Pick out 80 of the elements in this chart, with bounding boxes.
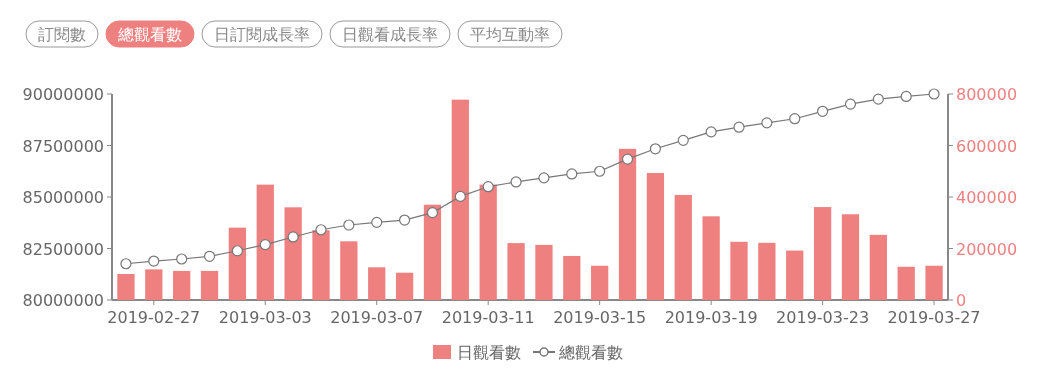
bar bbox=[312, 230, 330, 300]
point bbox=[426, 207, 439, 219]
point bbox=[594, 165, 606, 177]
bar bbox=[479, 184, 497, 300]
point bbox=[566, 168, 578, 180]
bar bbox=[117, 273, 135, 300]
bar bbox=[535, 244, 553, 300]
y2-tick-label: 0 bbox=[956, 291, 967, 310]
legend-label: 日觀看數 bbox=[457, 343, 521, 362]
point bbox=[928, 88, 940, 100]
point bbox=[203, 250, 216, 262]
bar bbox=[451, 99, 469, 300]
point bbox=[120, 258, 132, 270]
bar bbox=[925, 265, 943, 300]
y-tick-label: 87500000 bbox=[22, 136, 104, 156]
bar bbox=[173, 270, 191, 300]
x-tick-label: 2019-03-23 bbox=[776, 308, 870, 327]
y2-tick-label: 200000 bbox=[956, 239, 1018, 259]
point bbox=[733, 121, 745, 133]
point bbox=[231, 245, 243, 257]
bar bbox=[730, 241, 748, 300]
point bbox=[677, 134, 689, 146]
bar bbox=[284, 207, 302, 300]
y2-tick-label: 400000 bbox=[956, 188, 1018, 207]
point bbox=[649, 143, 661, 155]
x-tick-label: 2019-03-07 bbox=[330, 308, 424, 327]
point bbox=[399, 214, 411, 226]
point bbox=[817, 105, 829, 117]
point bbox=[371, 216, 383, 228]
point bbox=[621, 153, 634, 165]
point bbox=[176, 253, 188, 265]
bar bbox=[256, 184, 274, 300]
x-tick-label: 2019-03-15 bbox=[553, 308, 647, 327]
bar bbox=[869, 234, 887, 300]
bar bbox=[758, 242, 776, 300]
x-tick-label: 2019-03-19 bbox=[664, 308, 758, 327]
bar bbox=[200, 270, 219, 300]
point bbox=[844, 98, 857, 110]
bar bbox=[563, 255, 581, 300]
point bbox=[705, 126, 717, 138]
point bbox=[482, 181, 494, 193]
bar bbox=[228, 227, 247, 300]
point bbox=[287, 231, 299, 243]
y-tick-label: 80000000 bbox=[22, 291, 104, 310]
bar bbox=[646, 173, 665, 300]
bar bbox=[618, 148, 637, 300]
legend-label: 總觀看數 bbox=[558, 343, 623, 362]
y-tick-label: 90000000 bbox=[22, 85, 104, 104]
y2-tick-label: 800000 bbox=[956, 85, 1018, 104]
bar bbox=[423, 204, 442, 300]
bar bbox=[813, 207, 832, 300]
bar bbox=[395, 272, 414, 300]
x-tick-label: 2019-03-11 bbox=[441, 308, 535, 327]
y-tick-label: 85000000 bbox=[22, 188, 104, 207]
y-tick-label: 82500000 bbox=[22, 239, 104, 259]
bar bbox=[591, 265, 609, 300]
point bbox=[872, 93, 884, 105]
point bbox=[789, 113, 801, 125]
bar bbox=[841, 214, 860, 300]
bar bbox=[368, 267, 386, 300]
point bbox=[259, 238, 271, 251]
x-tick-label: 2019-03-03 bbox=[218, 308, 312, 327]
point bbox=[315, 224, 327, 236]
x-tick-label: 2019-02-27 bbox=[107, 308, 201, 327]
point bbox=[510, 176, 522, 188]
point bbox=[900, 90, 912, 103]
bar bbox=[702, 216, 720, 300]
bar bbox=[340, 241, 358, 300]
x-tick-label: 2019-03-27 bbox=[887, 308, 981, 327]
point bbox=[343, 219, 355, 231]
point bbox=[761, 117, 773, 129]
bar bbox=[145, 269, 163, 300]
point bbox=[538, 172, 550, 184]
bar bbox=[674, 194, 692, 300]
bar bbox=[897, 266, 915, 300]
y2-tick-label: 600000 bbox=[956, 136, 1018, 156]
point bbox=[148, 255, 160, 267]
point bbox=[454, 190, 466, 202]
bar bbox=[507, 243, 525, 300]
bar bbox=[786, 250, 804, 300]
